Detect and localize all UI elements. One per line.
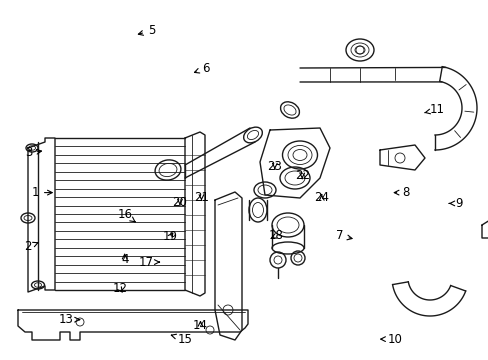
Text: 5: 5: [138, 24, 155, 37]
Text: 8: 8: [393, 186, 409, 199]
Text: 23: 23: [267, 160, 282, 173]
Text: 11: 11: [424, 103, 444, 116]
Text: 10: 10: [380, 333, 402, 346]
Text: 13: 13: [59, 313, 80, 326]
Text: 22: 22: [294, 169, 309, 182]
Text: 14: 14: [193, 319, 207, 332]
Text: 20: 20: [172, 196, 187, 209]
Text: 4: 4: [121, 253, 128, 266]
Text: 19: 19: [163, 230, 177, 243]
Text: 21: 21: [194, 191, 208, 204]
Text: 18: 18: [268, 229, 283, 242]
Text: 6: 6: [194, 62, 209, 75]
Text: 1: 1: [31, 186, 52, 199]
Text: 9: 9: [448, 197, 462, 210]
Text: 16: 16: [117, 208, 135, 222]
Text: 24: 24: [314, 191, 328, 204]
Text: 12: 12: [112, 282, 127, 295]
Text: 2: 2: [24, 240, 38, 253]
Text: 7: 7: [335, 229, 351, 242]
Text: 3: 3: [24, 147, 41, 159]
Text: 15: 15: [171, 333, 192, 346]
Text: 17: 17: [138, 256, 159, 269]
